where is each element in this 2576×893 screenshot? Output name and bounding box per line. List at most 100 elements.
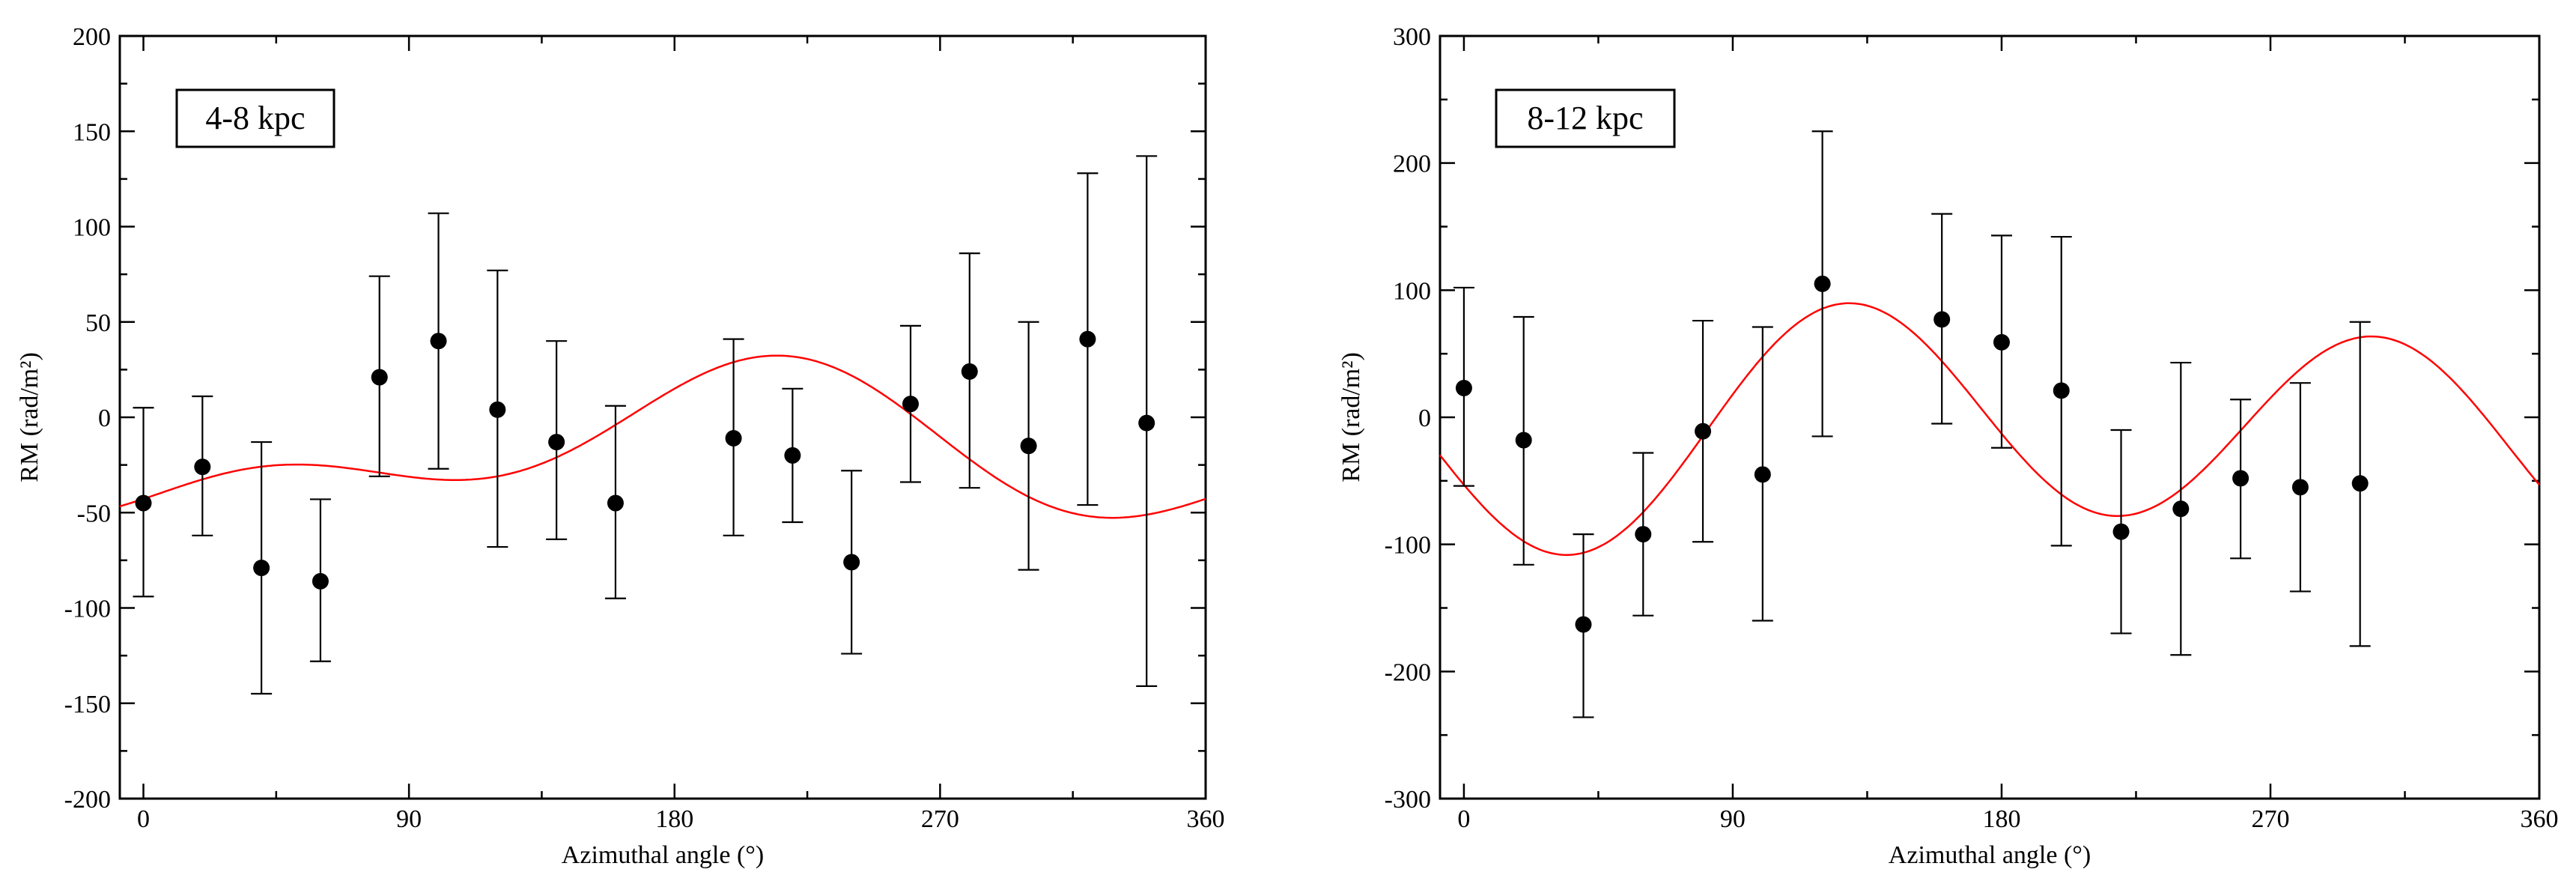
data-marker bbox=[2351, 475, 2369, 492]
data-point bbox=[841, 470, 863, 655]
data-marker bbox=[2053, 382, 2070, 399]
data-point bbox=[487, 269, 508, 548]
data-marker bbox=[843, 554, 860, 571]
panel-label: 4-8 kpc bbox=[205, 100, 305, 136]
data-marker bbox=[1695, 423, 1712, 440]
data-marker bbox=[784, 446, 801, 464]
data-marker bbox=[607, 494, 624, 512]
y-tick-label: -150 bbox=[64, 691, 111, 718]
data-marker bbox=[2112, 523, 2130, 540]
data-marker bbox=[1635, 526, 1652, 543]
model-curve bbox=[119, 354, 1206, 519]
data-marker bbox=[725, 429, 742, 446]
data-points bbox=[1453, 130, 2371, 718]
x-tick-label: 90 bbox=[396, 805, 422, 833]
x-tick-label: 270 bbox=[921, 805, 959, 833]
y-tick-label: 200 bbox=[73, 23, 111, 51]
data-point bbox=[1077, 172, 1099, 506]
data-point bbox=[604, 405, 626, 599]
axis-ticks: 0 90 180 270 360 -300 -200 -100 0 100 200 300 bbox=[1385, 23, 2559, 833]
data-point bbox=[1018, 321, 1039, 571]
y-tick-label: 100 bbox=[73, 214, 111, 242]
data-marker bbox=[312, 572, 329, 590]
data-point bbox=[1513, 315, 1534, 566]
data-point bbox=[2349, 321, 2371, 647]
data-marker bbox=[1020, 438, 1037, 455]
chart-panel-outer-radius: 0 90 180 270 360 -300 -200 -100 0 100 200 300 8-12 … bbox=[1337, 23, 2559, 869]
model-fit-line bbox=[1439, 302, 2540, 556]
y-axis-title: RM (rad/m²) bbox=[1337, 352, 1365, 482]
data-marker bbox=[371, 369, 388, 386]
panel-label: 8-12 kpc bbox=[1527, 100, 1643, 136]
x-tick-label: 270 bbox=[2251, 805, 2289, 833]
axis-ticks: 0 90 180 270 360 -200 -150 -100 -50 0 50 100 150 200 bbox=[64, 23, 1225, 833]
data-marker bbox=[2172, 500, 2190, 518]
data-marker bbox=[253, 560, 270, 577]
data-point bbox=[1453, 286, 1474, 487]
data-point bbox=[1752, 326, 1773, 622]
data-marker bbox=[1814, 275, 1831, 292]
data-point bbox=[428, 212, 449, 470]
data-point bbox=[368, 275, 390, 477]
data-points bbox=[133, 155, 1158, 695]
y-tick-label: 0 bbox=[98, 405, 111, 432]
y-tick-label: 150 bbox=[73, 118, 111, 146]
panel-label-box: 4-8 kpc bbox=[175, 88, 335, 148]
data-marker bbox=[2291, 479, 2309, 496]
data-point bbox=[1632, 452, 1654, 617]
data-point bbox=[2170, 361, 2192, 656]
data-point bbox=[723, 338, 744, 536]
data-marker bbox=[548, 434, 565, 451]
y-tick-label: 100 bbox=[1393, 277, 1431, 305]
y-tick-label: -200 bbox=[1385, 659, 1431, 686]
x-tick-label: 180 bbox=[655, 805, 693, 833]
data-marker bbox=[194, 458, 211, 476]
data-point bbox=[1931, 213, 1953, 425]
y-tick-label: 0 bbox=[1418, 405, 1431, 432]
plot-frame bbox=[118, 34, 1207, 800]
data-point bbox=[546, 340, 568, 540]
panel-label-box: 8-12 kpc bbox=[1495, 88, 1676, 148]
data-marker bbox=[489, 401, 506, 418]
data-point bbox=[1573, 533, 1594, 718]
data-marker bbox=[961, 363, 978, 380]
model-curve bbox=[1439, 302, 2540, 556]
y-tick-label: 50 bbox=[85, 309, 111, 337]
data-point bbox=[959, 252, 980, 489]
data-point bbox=[1136, 155, 1158, 687]
x-tick-label: 360 bbox=[1187, 805, 1225, 833]
data-marker bbox=[1754, 466, 1771, 483]
data-point bbox=[899, 324, 921, 483]
model-fit-line bbox=[119, 354, 1206, 519]
data-marker bbox=[1993, 333, 2010, 351]
data-marker bbox=[135, 494, 152, 512]
x-tick-label: 90 bbox=[1720, 805, 1746, 833]
y-tick-label: -300 bbox=[1385, 786, 1431, 814]
panel-label-frame bbox=[175, 88, 335, 148]
data-marker bbox=[1515, 432, 1532, 449]
data-marker bbox=[1455, 379, 1472, 396]
data-marker bbox=[902, 396, 919, 413]
data-marker bbox=[430, 333, 447, 350]
data-marker bbox=[1575, 616, 1592, 633]
data-point bbox=[2050, 235, 2072, 547]
data-marker bbox=[2232, 470, 2250, 487]
x-tick-label: 360 bbox=[2521, 805, 2559, 833]
panel-label-frame bbox=[1495, 88, 1676, 148]
data-point bbox=[192, 395, 213, 536]
data-point bbox=[782, 387, 804, 524]
data-point bbox=[133, 407, 154, 598]
data-point bbox=[1990, 234, 2012, 449]
x-axis-title: Azimuthal angle (°) bbox=[562, 841, 764, 869]
y-tick-label: -100 bbox=[64, 596, 111, 623]
data-marker bbox=[1138, 414, 1155, 432]
data-marker bbox=[1933, 311, 1951, 328]
x-axis-title: Azimuthal angle (°) bbox=[1889, 841, 2091, 869]
chart-panel-inner-radius: 0 90 180 270 360-200-150-100-50050100150200 … bbox=[16, 23, 1225, 869]
y-tick-label: -200 bbox=[64, 786, 111, 814]
data-point bbox=[2230, 399, 2252, 560]
data-point bbox=[1692, 319, 1714, 543]
y-tick-label: 200 bbox=[1393, 151, 1431, 178]
y-tick-label: -50 bbox=[77, 500, 111, 527]
